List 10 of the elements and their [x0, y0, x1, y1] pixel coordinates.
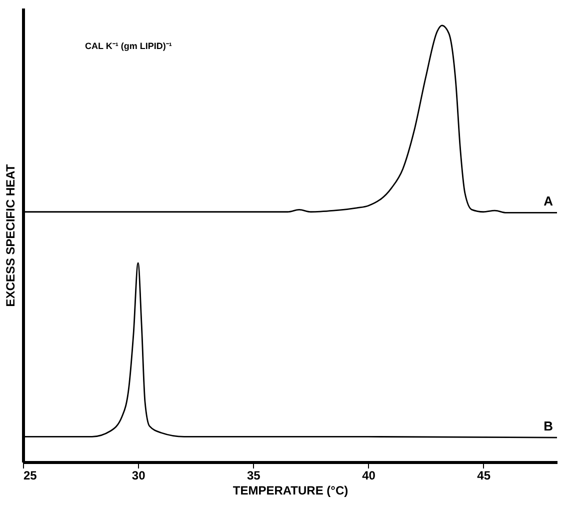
x-tick-label: 45 — [477, 468, 491, 482]
x-tick-label: 30 — [132, 468, 146, 482]
y-axis-title: EXCESS SPECIFIC HEAT — [4, 164, 18, 307]
x-tick-label: 40 — [362, 468, 376, 482]
x-tick-label: 35 — [246, 468, 261, 482]
series-label: B — [544, 418, 553, 434]
x-axis-title: TEMPERATURE (°C) — [232, 484, 348, 498]
annotation: CAL K⁻¹ (gm LIPID)⁻¹ — [85, 41, 172, 51]
series-label: A — [544, 194, 554, 209]
x-tick-label: 25 — [24, 468, 38, 482]
